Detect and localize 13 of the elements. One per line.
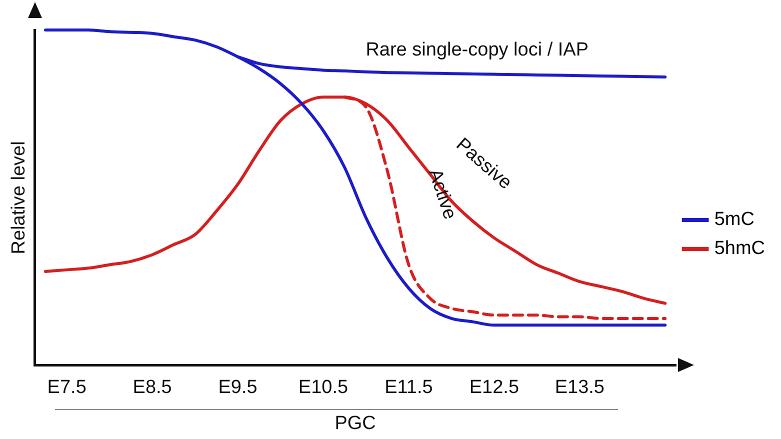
legend-label: 5mC <box>714 209 754 230</box>
x-tick-label: E10.5 <box>298 377 348 398</box>
x-tick-label: E12.5 <box>469 377 520 398</box>
annotation: Active <box>424 166 460 222</box>
x-tick-label: E11.5 <box>384 377 433 398</box>
legend-label: 5hmC <box>714 238 766 260</box>
y-axis-title: Relative level <box>8 141 30 254</box>
x-tick-label: E13.5 <box>554 377 604 398</box>
annotation: Rare single-copy loci / IAP <box>366 39 589 60</box>
x-axis-title: PGC <box>334 412 376 434</box>
x-tick-label: E9.5 <box>218 377 258 398</box>
x-tick-label: E8.5 <box>132 377 172 398</box>
x-tick-label: E7.5 <box>47 377 86 398</box>
